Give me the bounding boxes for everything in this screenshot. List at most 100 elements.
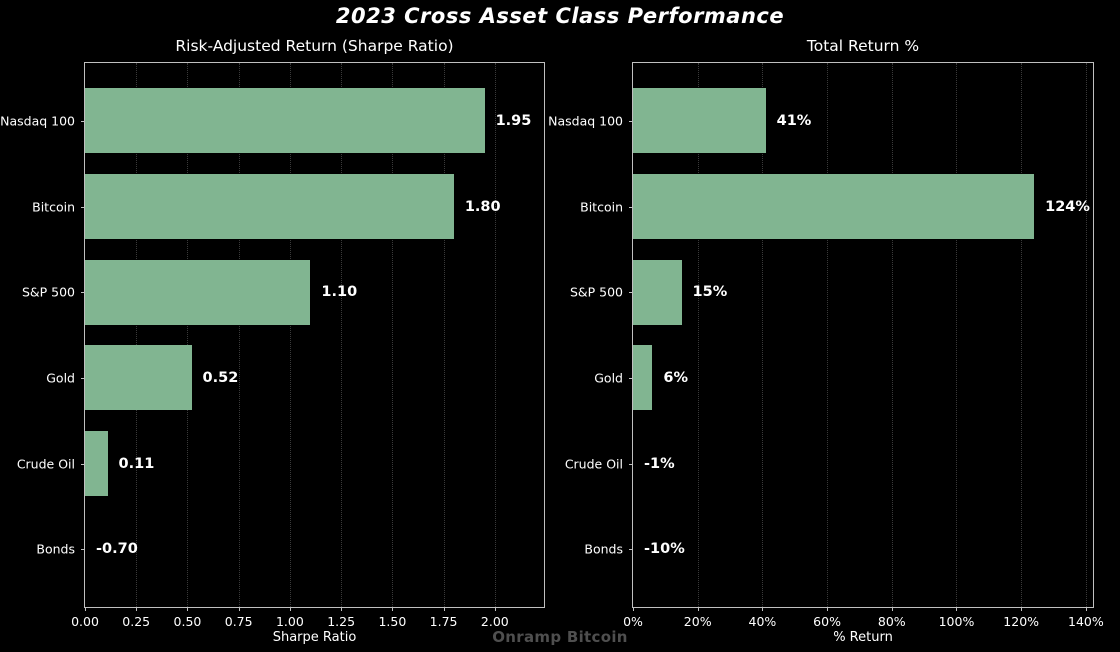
bar-row: Crude Oil 0.11 xyxy=(17,421,544,507)
right-bars: Nasdaq 100 41% Bitcoin 124% S&P 500 15% Gold 6%… xyxy=(548,63,1093,607)
right-plot-area: Nasdaq 100 41% Bitcoin 124% S&P 500 15% Gold 6%… xyxy=(548,62,1104,629)
x-tick-label: 40% xyxy=(748,614,777,629)
x-tick-label: 2.00 xyxy=(480,614,509,629)
category-tick-mark xyxy=(81,120,85,122)
category-label: Crude Oil xyxy=(564,456,623,472)
x-tick-label: 0.00 xyxy=(71,614,99,629)
chart-main-title: 2023 Cross Asset Class Performance xyxy=(335,4,785,28)
x-tick-label: 1.25 xyxy=(327,614,356,629)
bar xyxy=(633,88,766,154)
gridline xyxy=(443,63,445,607)
bar xyxy=(85,174,454,239)
right-gridlines xyxy=(633,63,1093,607)
gridline xyxy=(1085,63,1087,607)
bar-row: S&P 500 15% xyxy=(570,249,1093,335)
category-label: Bonds xyxy=(584,541,623,557)
right-chart-title: Total Return % xyxy=(806,37,920,55)
bar-row: Bitcoin 124% xyxy=(580,164,1093,250)
x-tick-label: 20% xyxy=(683,614,712,629)
gridline xyxy=(1021,63,1023,607)
value-label: -0.70 xyxy=(96,541,138,558)
x-tick-label: 0.75 xyxy=(224,614,253,629)
category-label: Gold xyxy=(46,370,75,386)
category-tick-mark xyxy=(81,549,85,551)
x-tick-mark xyxy=(187,607,189,611)
gridline xyxy=(697,63,699,607)
category-tick-mark xyxy=(81,463,85,465)
value-label: 124% xyxy=(1045,198,1090,215)
x-tick-label: 60% xyxy=(813,614,841,629)
x-tick-label: 100% xyxy=(938,614,975,629)
gridline xyxy=(494,63,496,607)
x-tick-label: 0% xyxy=(623,614,643,629)
category-label: Nasdaq 100 xyxy=(0,113,75,129)
category-tick-mark xyxy=(629,120,633,122)
x-tick-mark xyxy=(633,607,634,611)
category-tick-mark xyxy=(81,292,85,294)
value-label: 41% xyxy=(776,112,812,129)
x-tick-mark xyxy=(494,607,496,611)
right-x-axis-ticks: 0% 20% 40% 60% 80% 100% 120% 140% xyxy=(623,63,1104,629)
gridline xyxy=(392,63,394,607)
gridline xyxy=(891,63,893,607)
category-tick-mark xyxy=(629,206,633,208)
value-label: 1.10 xyxy=(321,284,358,301)
category-label: Nasdaq 100 xyxy=(548,113,623,129)
bar xyxy=(85,259,311,325)
bar-row: Bonds -0.70 xyxy=(36,506,544,592)
x-tick-mark xyxy=(697,607,699,611)
left-gridlines xyxy=(85,63,544,607)
value-label: -10% xyxy=(644,541,685,558)
left-plot-area: Nasdaq 100 1.95 Bitcoin 1.80 S&P 500 1.10 Gold… xyxy=(0,62,545,629)
left-x-axis-label: Sharpe Ratio xyxy=(272,630,357,645)
category-tick-mark xyxy=(629,377,633,379)
gridline xyxy=(136,63,138,607)
x-tick-label: 140% xyxy=(1068,614,1104,629)
x-tick-mark xyxy=(289,607,291,611)
gridline xyxy=(762,63,764,607)
bar xyxy=(85,345,192,411)
bar-row: Gold 0.52 xyxy=(46,335,544,421)
x-tick-mark xyxy=(762,607,764,611)
bar-row: Nasdaq 100 41% xyxy=(548,78,1093,164)
bar-row: Nasdaq 100 1.95 xyxy=(0,78,544,164)
left-x-axis-ticks: 0.00 0.25 0.50 0.75 1.00 1.25 1.50 1.75 2.00 xyxy=(71,63,544,629)
category-tick-mark xyxy=(81,206,85,208)
x-tick-mark xyxy=(956,607,958,611)
category-tick-mark xyxy=(629,549,633,551)
x-tick-mark xyxy=(136,607,138,611)
x-tick-mark xyxy=(1085,607,1087,611)
x-tick-label: 1.50 xyxy=(378,614,407,629)
bar xyxy=(85,88,485,154)
gridline xyxy=(187,63,189,607)
bar-row: S&P 500 1.10 xyxy=(22,249,544,335)
x-tick-mark xyxy=(341,607,343,611)
category-label: S&P 500 xyxy=(569,284,623,300)
bar xyxy=(633,259,682,325)
x-tick-label: 120% xyxy=(1003,614,1040,629)
x-tick-mark xyxy=(891,607,893,611)
x-tick-label: 0.50 xyxy=(173,614,202,629)
x-tick-mark xyxy=(85,607,86,611)
x-tick-label: 1.00 xyxy=(275,614,304,629)
bar xyxy=(633,345,653,411)
gridline xyxy=(341,63,343,607)
bar xyxy=(85,431,108,497)
x-tick-mark xyxy=(827,607,829,611)
category-label: Bitcoin xyxy=(580,199,623,214)
x-tick-mark xyxy=(1021,607,1023,611)
watermark-text: Onramp Bitcoin xyxy=(492,628,628,646)
gridline xyxy=(956,63,958,607)
left-chart-title: Risk-Adjusted Return (Sharpe Ratio) xyxy=(175,37,454,55)
category-label: S&P 500 xyxy=(21,284,75,300)
category-label: Crude Oil xyxy=(16,456,75,472)
value-label: -1% xyxy=(644,455,675,472)
value-label: 0.52 xyxy=(202,369,239,386)
bar-row: Gold 6% xyxy=(594,335,1093,421)
gridline xyxy=(238,63,240,607)
bar-row: Bonds -10% xyxy=(584,506,1093,592)
bar xyxy=(633,174,1035,239)
category-tick-mark xyxy=(81,377,85,379)
x-tick-label: 0.25 xyxy=(122,614,151,629)
